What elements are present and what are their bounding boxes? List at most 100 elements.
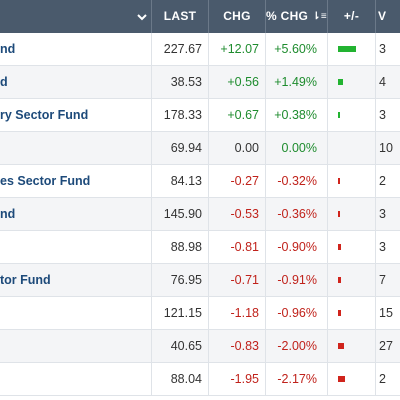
change-bar [338, 244, 341, 250]
table-row[interactable]: es Sector Fund 84.13 -0.27 -0.32% 2 [0, 165, 400, 198]
table-header: LAST CHG % CHG ⇂≡ +/- V [0, 0, 400, 33]
last-price: 227.67 [152, 33, 209, 65]
column-header-volume[interactable]: V [376, 0, 400, 33]
percent-change: -2.17% [266, 363, 328, 395]
column-header-last-label: LAST [163, 9, 197, 23]
percent-change: -0.96% [266, 297, 328, 329]
percent-change: +0.38% [266, 99, 328, 131]
column-header-last[interactable]: LAST [152, 0, 209, 33]
chevron-down-icon[interactable] [136, 11, 148, 23]
change-bar-cell [328, 99, 376, 131]
change-bar-cell [328, 66, 376, 98]
percent-change: -2.00% [266, 330, 328, 362]
table-row[interactable]: nd 227.67 +12.07 +5.60% 3 [0, 33, 400, 66]
volume: 2 [379, 174, 386, 188]
change-bar [338, 46, 356, 52]
price-change: -1.95 [209, 363, 266, 395]
fund-name[interactable]: nd [0, 198, 152, 230]
change-bar [338, 112, 340, 118]
sort-descending-icon[interactable]: ⇂≡ [312, 11, 327, 23]
column-header-pct-chg-label: % CHG [266, 9, 309, 23]
table-row[interactable]: 121.15 -1.18 -0.96% 15 [0, 297, 400, 330]
volume: 27 [379, 339, 393, 353]
fund-name[interactable]: ry Sector Fund [0, 99, 152, 131]
change-bar [338, 376, 345, 382]
volume: 3 [379, 207, 386, 221]
fund-name[interactable] [0, 363, 152, 395]
table-row[interactable]: 69.94 0.00 0.00% 10 [0, 132, 400, 165]
price-change: -0.71 [209, 264, 266, 296]
last-price: 84.13 [152, 165, 209, 197]
change-bar-cell [328, 330, 376, 362]
last-price: 38.53 [152, 66, 209, 98]
volume: 10 [379, 141, 393, 155]
volume: 3 [379, 240, 386, 254]
price-change: +0.67 [209, 99, 266, 131]
price-change: 0.00 [209, 132, 266, 164]
price-change: +0.56 [209, 66, 266, 98]
last-price: 76.95 [152, 264, 209, 296]
fund-name[interactable] [0, 330, 152, 362]
change-bar-cell [328, 264, 376, 296]
change-bar-cell [328, 132, 376, 164]
percent-change: +1.49% [266, 66, 328, 98]
column-header-chg[interactable]: CHG [209, 0, 266, 33]
percent-change: 0.00% [266, 132, 328, 164]
percent-change: +5.60% [266, 33, 328, 65]
volume: 15 [379, 306, 393, 320]
change-bar [338, 79, 343, 85]
column-header-chg-label: CHG [223, 9, 251, 23]
last-price: 121.15 [152, 297, 209, 329]
table-row[interactable]: ry Sector Fund 178.33 +0.67 +0.38% 3 [0, 99, 400, 132]
fund-name[interactable]: es Sector Fund [0, 165, 152, 197]
last-price: 40.65 [152, 330, 209, 362]
table-row[interactable]: 88.98 -0.81 -0.90% 3 [0, 231, 400, 264]
column-header-name[interactable] [0, 0, 152, 33]
price-change: -0.81 [209, 231, 266, 263]
volume: 4 [379, 75, 386, 89]
table-row[interactable]: 40.65 -0.83 -2.00% 27 [0, 330, 400, 363]
change-bar-cell [328, 297, 376, 329]
column-header-plus-minus[interactable]: +/- [328, 0, 376, 33]
fund-name[interactable]: d [0, 66, 152, 98]
percent-change: -0.32% [266, 165, 328, 197]
fund-name[interactable]: nd [0, 33, 152, 65]
column-header-plus-minus-label: +/- [343, 9, 360, 23]
last-price: 145.90 [152, 198, 209, 230]
table-row[interactable]: tor Fund 76.95 -0.71 -0.91% 7 [0, 264, 400, 297]
change-bar [338, 310, 341, 316]
change-bar [338, 343, 344, 349]
fund-name[interactable] [0, 297, 152, 329]
change-bar-cell [328, 165, 376, 197]
volume: 7 [379, 273, 386, 287]
percent-change: -0.90% [266, 231, 328, 263]
change-bar [338, 277, 341, 283]
volume: 2 [379, 372, 386, 386]
last-price: 88.04 [152, 363, 209, 395]
change-bar-cell [328, 363, 376, 395]
percent-change: -0.36% [266, 198, 328, 230]
last-price: 178.33 [152, 99, 209, 131]
percent-change: -0.91% [266, 264, 328, 296]
change-bar [338, 178, 340, 184]
change-bar [338, 211, 340, 217]
column-header-volume-label: V [378, 9, 387, 23]
price-change: -1.18 [209, 297, 266, 329]
fund-name[interactable]: tor Fund [0, 264, 152, 296]
last-price: 69.94 [152, 132, 209, 164]
price-change: -0.83 [209, 330, 266, 362]
change-bar-cell [328, 33, 376, 65]
price-change: -0.27 [209, 165, 266, 197]
fund-name[interactable] [0, 231, 152, 263]
table-row[interactable]: nd 145.90 -0.53 -0.36% 3 [0, 198, 400, 231]
change-bar-cell [328, 231, 376, 263]
price-change: -0.53 [209, 198, 266, 230]
fund-name[interactable] [0, 132, 152, 164]
change-bar-cell [328, 198, 376, 230]
volume: 3 [379, 108, 386, 122]
last-price: 88.98 [152, 231, 209, 263]
table-row[interactable]: d 38.53 +0.56 +1.49% 4 [0, 66, 400, 99]
table-row[interactable]: 88.04 -1.95 -2.17% 2 [0, 363, 400, 396]
column-header-pct-chg[interactable]: % CHG ⇂≡ [266, 0, 328, 33]
